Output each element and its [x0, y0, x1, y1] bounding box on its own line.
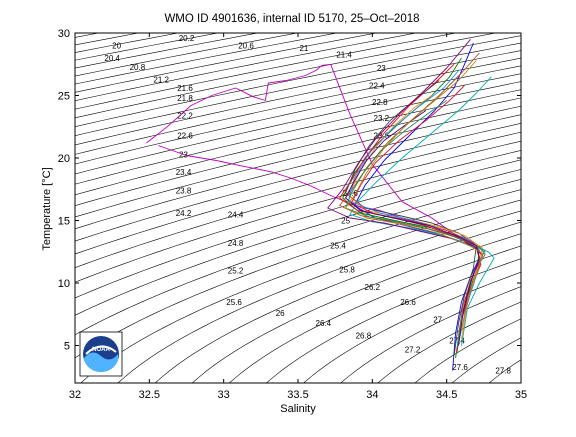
x-tick-label: 32.5: [139, 389, 160, 401]
isopycnal-line: [75, 33, 498, 119]
x-axis-ticks: 32 32.5 33 33.5 34 34.5 35: [69, 33, 527, 401]
isopycnal-line: [154, 221, 521, 383]
logo-wave: [84, 352, 118, 373]
isopycnal-label: 23.8: [176, 187, 192, 196]
isopycnal-label: 24.2: [176, 209, 192, 218]
isopycnal-label: 23: [377, 64, 386, 73]
isopycnal-label: 23.4: [176, 168, 192, 177]
isopycnal-label: 25.4: [330, 242, 346, 251]
isopycnal-label: 20.2: [179, 34, 195, 43]
isopycnal-line: [75, 81, 521, 185]
isopycnal-label: 22.2: [177, 112, 193, 121]
x-tick-label: 32: [69, 389, 81, 401]
isopycnal-line: [75, 42, 521, 137]
isopycnal-label: 27.8: [495, 367, 511, 376]
x-axis-label: Salinity: [280, 403, 316, 415]
logo-text: NOAA: [92, 347, 110, 353]
isopycnal-line: [75, 140, 521, 268]
isopycnal-line: [75, 35, 521, 127]
isopycnal-label: 24.8: [228, 239, 244, 248]
isopycnal-line: [75, 33, 458, 110]
isopycnal-line: [414, 318, 521, 383]
isopycnal-label: 23.2: [374, 114, 390, 123]
isopycnal-label: 27.4: [449, 337, 465, 346]
isopycnal-line: [75, 33, 379, 93]
x-tick-label: 35: [515, 389, 527, 401]
y-axis-label: Temperature [°C]: [41, 167, 53, 250]
isopycnal-line: [265, 258, 521, 383]
isopycnal-label: 25.8: [339, 265, 355, 274]
isopycnal-line: [340, 286, 521, 383]
chart-title: WMO ID 4901636, internal ID 5170, 25–Oct…: [164, 13, 419, 25]
x-tick-label: 33.5: [287, 389, 308, 401]
isopycnal-line: [75, 73, 521, 175]
isopycnal-label: 27.2: [405, 345, 421, 354]
x-tick-label: 33: [218, 389, 230, 401]
isopycnal-label: 26.2: [365, 283, 381, 292]
isopycnal-label: 24.4: [228, 210, 244, 219]
y-tick-label: 5: [64, 341, 70, 353]
y-tick-label: 10: [58, 278, 70, 290]
isopycnal-label: 20.8: [130, 63, 146, 72]
noaa-logo: NOAA: [79, 331, 123, 377]
y-tick-label: 30: [58, 28, 70, 40]
isopycnal-line: [75, 159, 521, 299]
isopycnal-line: [75, 105, 521, 218]
isopycnal-label: 21: [299, 44, 308, 53]
isopycnal-label: 25: [341, 217, 350, 226]
isopycnal-label: 22.4: [369, 82, 385, 91]
isopycnal-line: [191, 233, 521, 383]
isopycnal-label: 27.6: [452, 363, 468, 372]
isopycnal-label: 21.2: [153, 75, 169, 84]
isopycnal-label: 26.8: [356, 332, 372, 341]
isopycnal-line: [80, 199, 521, 383]
isopycnal-line: [75, 33, 339, 85]
profile-line: [146, 63, 480, 253]
isopycnal-line: [303, 271, 521, 383]
isopycnal-line: [75, 169, 521, 316]
isopycnal-label: 20.6: [238, 42, 254, 51]
isopycnal-line: [75, 57, 521, 155]
isopycnal-line: [75, 33, 418, 101]
isopycnal-label: 27: [433, 315, 442, 324]
isopycnal-line: [75, 114, 521, 230]
isopycnal-label: 20.4: [104, 54, 120, 63]
profile-series: [146, 39, 495, 371]
profile-line: [345, 60, 483, 331]
isopycnal-line: [75, 150, 521, 283]
isopycnal-label: 21.4: [336, 50, 352, 59]
isopycnal-label: 26.6: [400, 298, 416, 307]
isopycnal-label: 25.2: [228, 267, 244, 276]
isopycnal-line: [117, 210, 521, 383]
isopycnal-line: [75, 50, 521, 146]
profile-line: [345, 110, 480, 346]
isopycnal-line: [377, 301, 521, 383]
isopycnal-label: 21.8: [177, 94, 193, 103]
x-tick-label: 34.5: [436, 389, 457, 401]
isopycnal-label: 26: [276, 309, 285, 318]
isopycnal-label: 20: [112, 42, 121, 51]
y-tick-label: 20: [58, 153, 70, 165]
isopycnal-label: 22.8: [372, 98, 388, 107]
profile-line: [345, 80, 477, 356]
isopycnal-line: [228, 245, 521, 383]
isopycnal-label: 25.6: [226, 298, 242, 307]
profile-line: [349, 76, 495, 346]
isopycnal-line: [75, 123, 521, 242]
isopycnal-label: 26.4: [316, 319, 332, 328]
isopycnal-label: 22.6: [177, 132, 193, 141]
y-tick-label: 15: [58, 216, 70, 228]
y-tick-label: 25: [58, 91, 70, 103]
isopycnal-line: [75, 131, 521, 255]
logo-bird: [85, 345, 117, 355]
isopycnal-label: 21.6: [177, 84, 193, 93]
y-axis-ticks: 5 10 15 20 25 30: [58, 28, 521, 353]
profile-line: [351, 85, 483, 311]
x-tick-label: 34: [366, 389, 378, 401]
isopycnal-line: [75, 179, 521, 336]
